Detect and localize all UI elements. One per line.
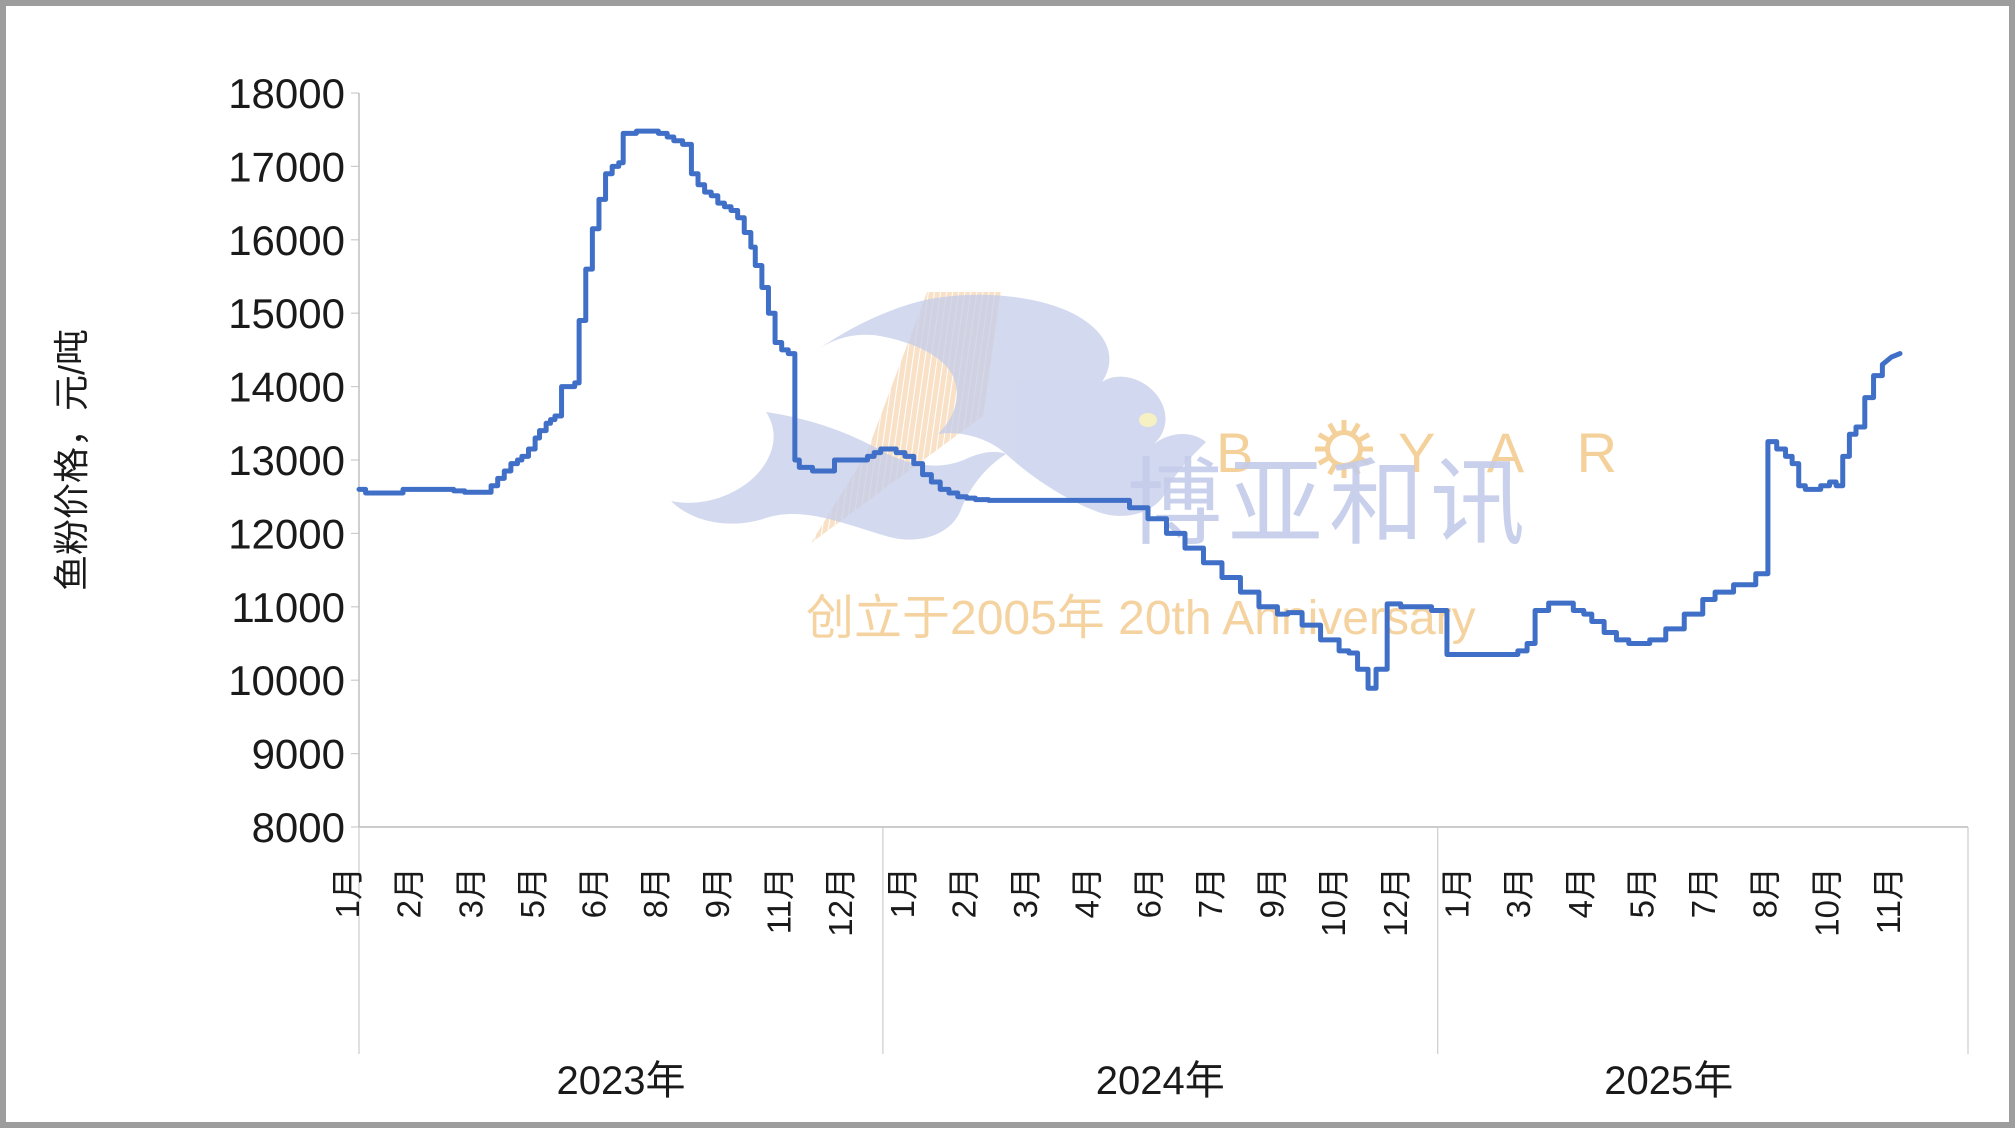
svg-text:10000: 10000 xyxy=(228,657,345,704)
svg-text:13000: 13000 xyxy=(228,437,345,484)
svg-text:15000: 15000 xyxy=(228,290,345,337)
svg-text:11月: 11月 xyxy=(761,867,798,934)
svg-text:4月: 4月 xyxy=(1562,867,1599,918)
svg-text:17000: 17000 xyxy=(228,143,345,190)
svg-text:3月: 3月 xyxy=(1500,867,1537,918)
svg-text:6月: 6月 xyxy=(1130,867,1167,918)
svg-text:8000: 8000 xyxy=(252,804,345,851)
svg-text:6月: 6月 xyxy=(576,867,613,918)
svg-text:16000: 16000 xyxy=(228,217,345,264)
svg-text:12000: 12000 xyxy=(228,510,345,557)
svg-text:9月: 9月 xyxy=(1254,867,1291,918)
svg-text:9000: 9000 xyxy=(252,731,345,778)
svg-text:8月: 8月 xyxy=(1747,867,1784,918)
svg-text:2月: 2月 xyxy=(391,867,428,918)
svg-text:3月: 3月 xyxy=(1007,867,1044,918)
svg-text:5月: 5月 xyxy=(1623,867,1660,918)
svg-text:创立于2005年 20th Anniversary: 创立于2005年 20th Anniversary xyxy=(806,592,1476,645)
svg-text:8月: 8月 xyxy=(637,867,674,918)
svg-text:10月: 10月 xyxy=(1808,867,1845,937)
svg-text:14000: 14000 xyxy=(228,364,345,411)
svg-text:3月: 3月 xyxy=(452,867,489,918)
svg-text:2024年: 2024年 xyxy=(1096,1059,1225,1103)
svg-text:12月: 12月 xyxy=(1377,867,1414,937)
svg-text:1月: 1月 xyxy=(1439,867,1476,918)
svg-text:9月: 9月 xyxy=(699,867,736,918)
svg-text:鱼粉价格，元/吨: 鱼粉价格，元/吨 xyxy=(51,329,92,591)
svg-text:1月: 1月 xyxy=(884,867,921,918)
svg-text:4月: 4月 xyxy=(1069,867,1106,918)
svg-text:7月: 7月 xyxy=(1685,867,1722,918)
svg-text:18000: 18000 xyxy=(228,70,345,117)
svg-text:10月: 10月 xyxy=(1315,867,1352,937)
svg-text:博亚和讯: 博亚和讯 xyxy=(1127,451,1531,557)
svg-text:2023年: 2023年 xyxy=(557,1059,686,1103)
svg-text:7月: 7月 xyxy=(1192,867,1229,918)
svg-text:12月: 12月 xyxy=(822,867,859,937)
svg-text:11月: 11月 xyxy=(1870,867,1907,934)
svg-text:2025年: 2025年 xyxy=(1604,1059,1733,1103)
svg-text:2月: 2月 xyxy=(945,867,982,918)
svg-text:11000: 11000 xyxy=(231,584,345,631)
svg-text:1月: 1月 xyxy=(329,867,366,918)
svg-text:5月: 5月 xyxy=(514,867,551,918)
